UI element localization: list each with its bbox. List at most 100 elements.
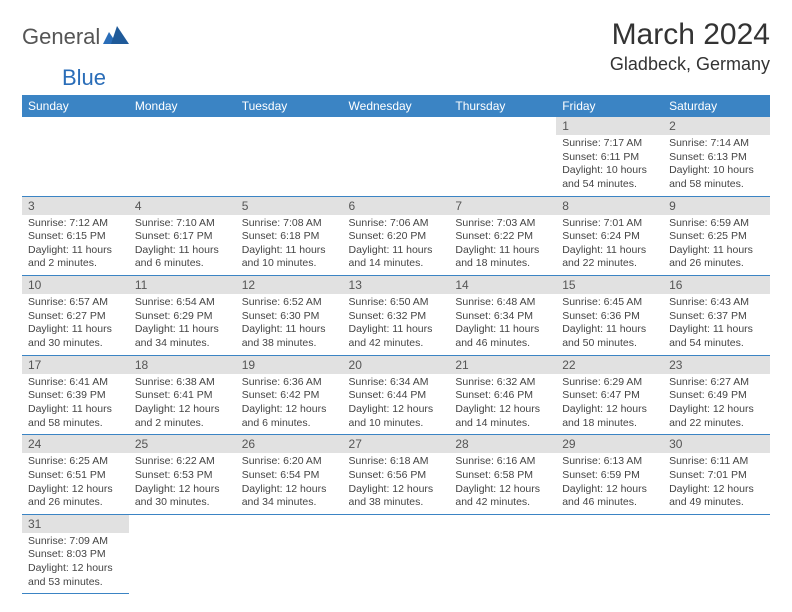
day-number: 15	[556, 276, 663, 294]
calendar-day-cell	[129, 514, 236, 594]
daylight-text: Daylight: 12 hours and 49 minutes.	[669, 483, 764, 510]
sunset-text: Sunset: 6:15 PM	[28, 230, 123, 244]
day-details: Sunrise: 6:38 AMSunset: 6:41 PMDaylight:…	[129, 374, 236, 435]
daylight-text: Daylight: 11 hours and 38 minutes.	[242, 323, 337, 350]
sunrise-text: Sunrise: 6:34 AM	[349, 376, 444, 390]
day-details: Sunrise: 7:03 AMSunset: 6:22 PMDaylight:…	[449, 215, 556, 276]
calendar-day-cell: 2Sunrise: 7:14 AMSunset: 6:13 PMDaylight…	[663, 117, 770, 196]
daylight-text: Daylight: 12 hours and 6 minutes.	[242, 403, 337, 430]
calendar-week-row: 10Sunrise: 6:57 AMSunset: 6:27 PMDayligh…	[22, 276, 770, 356]
sunrise-text: Sunrise: 6:29 AM	[562, 376, 657, 390]
sunset-text: Sunset: 6:25 PM	[669, 230, 764, 244]
day-number: 31	[22, 515, 129, 533]
daylight-text: Daylight: 10 hours and 54 minutes.	[562, 164, 657, 191]
day-details: Sunrise: 6:41 AMSunset: 6:39 PMDaylight:…	[22, 374, 129, 435]
sunrise-text: Sunrise: 7:10 AM	[135, 217, 230, 231]
sunset-text: Sunset: 6:39 PM	[28, 389, 123, 403]
sunrise-text: Sunrise: 7:14 AM	[669, 137, 764, 151]
daylight-text: Daylight: 12 hours and 10 minutes.	[349, 403, 444, 430]
day-number: 13	[343, 276, 450, 294]
daylight-text: Daylight: 11 hours and 42 minutes.	[349, 323, 444, 350]
sunrise-text: Sunrise: 7:03 AM	[455, 217, 550, 231]
day-number: 24	[22, 435, 129, 453]
calendar-day-cell: 31Sunrise: 7:09 AMSunset: 8:03 PMDayligh…	[22, 514, 129, 594]
calendar-day-cell	[343, 514, 450, 594]
logo: General	[22, 24, 129, 50]
calendar-day-cell: 7Sunrise: 7:03 AMSunset: 6:22 PMDaylight…	[449, 196, 556, 276]
daylight-text: Daylight: 12 hours and 30 minutes.	[135, 483, 230, 510]
calendar-day-cell: 22Sunrise: 6:29 AMSunset: 6:47 PMDayligh…	[556, 355, 663, 435]
day-number: 21	[449, 356, 556, 374]
daylight-text: Daylight: 12 hours and 42 minutes.	[455, 483, 550, 510]
calendar-day-cell: 4 Sunrise: 7:10 AMSunset: 6:17 PMDaylight…	[129, 196, 236, 276]
day-number: 5	[236, 197, 343, 215]
weekday-header: Tuesday	[236, 95, 343, 117]
sunrise-text: Sunrise: 6:52 AM	[242, 296, 337, 310]
daylight-text: Daylight: 12 hours and 38 minutes.	[349, 483, 444, 510]
day-number: 4	[129, 197, 236, 215]
sunset-text: Sunset: 6:51 PM	[28, 469, 123, 483]
sunset-text: Sunset: 6:17 PM	[135, 230, 230, 244]
day-number: 28	[449, 435, 556, 453]
day-number: 29	[556, 435, 663, 453]
day-number: 1	[556, 117, 663, 135]
day-number: 9	[663, 197, 770, 215]
sunrise-text: Sunrise: 6:32 AM	[455, 376, 550, 390]
sunset-text: Sunset: 6:30 PM	[242, 310, 337, 324]
calendar-day-cell: 15Sunrise: 6:45 AMSunset: 6:36 PMDayligh…	[556, 276, 663, 356]
sunrise-text: Sunrise: 7:17 AM	[562, 137, 657, 151]
calendar-day-cell: 12Sunrise: 6:52 AMSunset: 6:30 PMDayligh…	[236, 276, 343, 356]
sunrise-text: Sunrise: 7:09 AM	[28, 535, 123, 549]
day-details: Sunrise: 6:34 AMSunset: 6:44 PMDaylight:…	[343, 374, 450, 435]
daylight-text: Daylight: 11 hours and 46 minutes.	[455, 323, 550, 350]
day-details: Sunrise: 6:43 AMSunset: 6:37 PMDaylight:…	[663, 294, 770, 355]
daylight-text: Daylight: 12 hours and 14 minutes.	[455, 403, 550, 430]
day-details: Sunrise: 7:09 AMSunset: 8:03 PMDaylight:…	[22, 533, 129, 594]
weekday-header: Friday	[556, 95, 663, 117]
calendar-day-cell: 1Sunrise: 7:17 AMSunset: 6:11 PMDaylight…	[556, 117, 663, 196]
day-number: 23	[663, 356, 770, 374]
calendar-day-cell	[236, 514, 343, 594]
calendar-day-cell: 26Sunrise: 6:20 AMSunset: 6:54 PMDayligh…	[236, 435, 343, 515]
sunset-text: Sunset: 6:24 PM	[562, 230, 657, 244]
sunrise-text: Sunrise: 6:20 AM	[242, 455, 337, 469]
calendar-day-cell	[556, 514, 663, 594]
calendar-day-cell: 29Sunrise: 6:13 AMSunset: 6:59 PMDayligh…	[556, 435, 663, 515]
daylight-text: Daylight: 11 hours and 18 minutes.	[455, 244, 550, 271]
calendar-body: 1Sunrise: 7:17 AMSunset: 6:11 PMDaylight…	[22, 117, 770, 594]
daylight-text: Daylight: 11 hours and 50 minutes.	[562, 323, 657, 350]
day-details: Sunrise: 6:50 AMSunset: 6:32 PMDaylight:…	[343, 294, 450, 355]
calendar-day-cell: 21Sunrise: 6:32 AMSunset: 6:46 PMDayligh…	[449, 355, 556, 435]
calendar-day-cell	[449, 514, 556, 594]
day-details: Sunrise: 6:52 AMSunset: 6:30 PMDaylight:…	[236, 294, 343, 355]
calendar-day-cell: 5Sunrise: 7:08 AMSunset: 6:18 PMDaylight…	[236, 196, 343, 276]
weekday-header: Monday	[129, 95, 236, 117]
flag-icon	[103, 26, 129, 49]
sunset-text: Sunset: 6:36 PM	[562, 310, 657, 324]
day-details: Sunrise: 6:22 AMSunset: 6:53 PMDaylight:…	[129, 453, 236, 514]
calendar-day-cell: 10Sunrise: 6:57 AMSunset: 6:27 PMDayligh…	[22, 276, 129, 356]
calendar-week-row: 31Sunrise: 7:09 AMSunset: 8:03 PMDayligh…	[22, 514, 770, 594]
sunrise-text: Sunrise: 7:06 AM	[349, 217, 444, 231]
sunset-text: Sunset: 6:18 PM	[242, 230, 337, 244]
calendar-day-cell	[129, 117, 236, 196]
sunset-text: Sunset: 6:34 PM	[455, 310, 550, 324]
day-details: Sunrise: 6:29 AMSunset: 6:47 PMDaylight:…	[556, 374, 663, 435]
calendar-day-cell: 19Sunrise: 6:36 AMSunset: 6:42 PMDayligh…	[236, 355, 343, 435]
calendar-day-cell: 16Sunrise: 6:43 AMSunset: 6:37 PMDayligh…	[663, 276, 770, 356]
sunset-text: Sunset: 8:03 PM	[28, 548, 123, 562]
daylight-text: Daylight: 12 hours and 53 minutes.	[28, 562, 123, 589]
calendar-day-cell	[236, 117, 343, 196]
sunset-text: Sunset: 6:54 PM	[242, 469, 337, 483]
sunrise-text: Sunrise: 6:11 AM	[669, 455, 764, 469]
daylight-text: Daylight: 11 hours and 26 minutes.	[669, 244, 764, 271]
daylight-text: Daylight: 11 hours and 6 minutes.	[135, 244, 230, 271]
day-number: 14	[449, 276, 556, 294]
sunset-text: Sunset: 6:32 PM	[349, 310, 444, 324]
sunset-text: Sunset: 6:20 PM	[349, 230, 444, 244]
day-number: 30	[663, 435, 770, 453]
calendar-day-cell: 30Sunrise: 6:11 AMSunset: 7:01 PMDayligh…	[663, 435, 770, 515]
day-number: 26	[236, 435, 343, 453]
day-number: 19	[236, 356, 343, 374]
weekday-header-row: Sunday Monday Tuesday Wednesday Thursday…	[22, 95, 770, 117]
